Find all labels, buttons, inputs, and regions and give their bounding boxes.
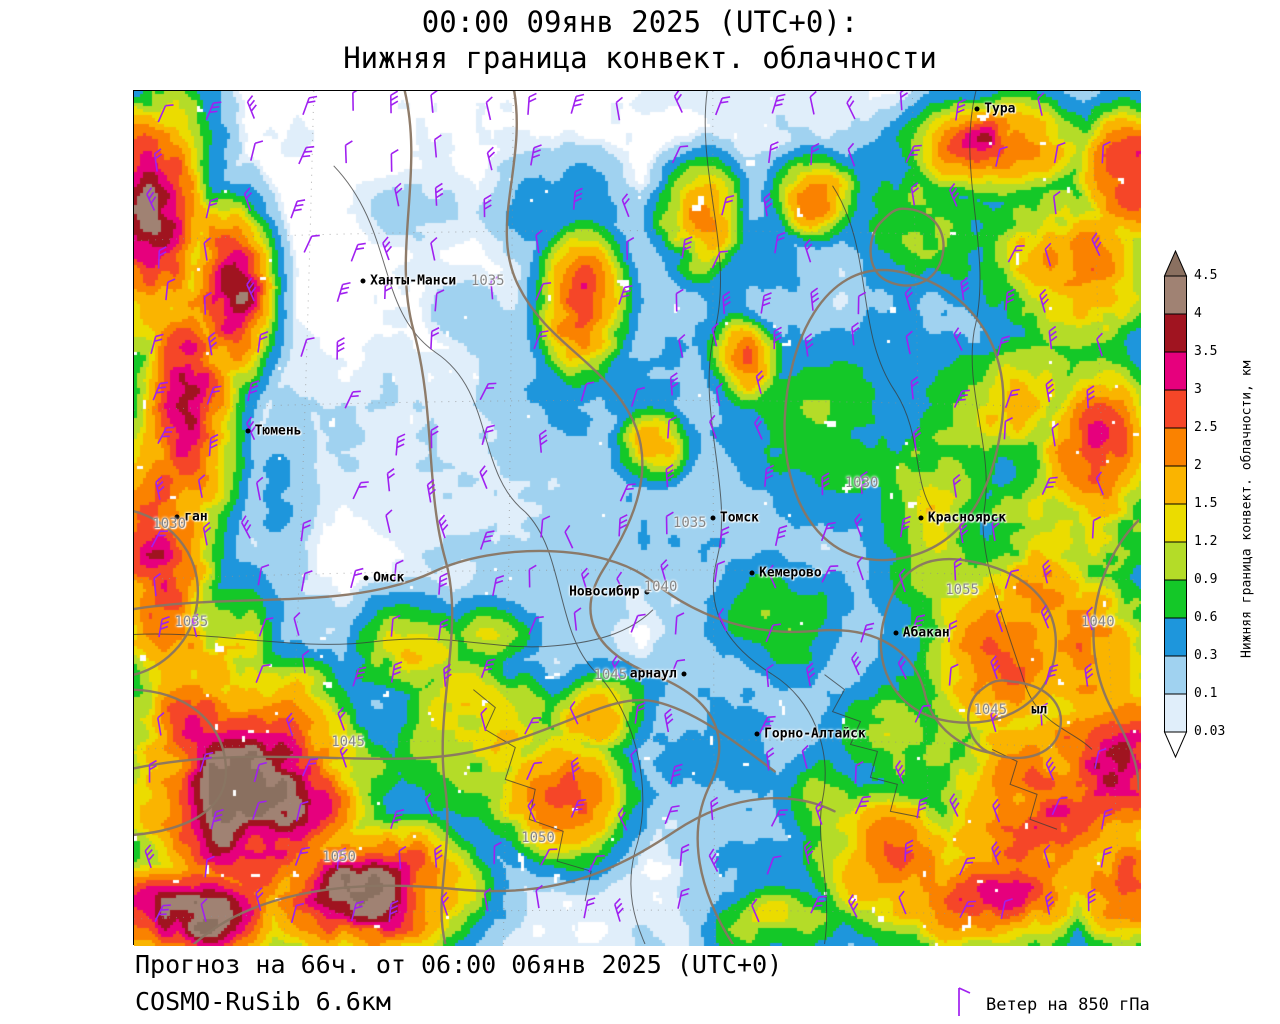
legend-tick-label: 0.03 bbox=[1194, 724, 1226, 739]
wind-legend-label: Ветер на 850 гПа bbox=[986, 995, 1150, 1015]
isobar-contours-layer bbox=[134, 91, 1139, 944]
forecast-map: Тура Ханты-Манси Тюмень ган Омск Новосибир Том… bbox=[133, 90, 1141, 946]
legend-tick-label: 1.2 bbox=[1194, 534, 1218, 549]
legend-tick-label: 0.9 bbox=[1194, 572, 1218, 587]
model-info: COSMO-RuSib 6.6км bbox=[135, 987, 391, 1016]
colorbar-legend: 4.5 4 3.5 3 2.5 2 1.5 1.2 0.9 0.6 0.3 0.1 0.03 bbox=[1160, 250, 1270, 766]
legend-tick-label: 3.5 bbox=[1194, 344, 1218, 359]
legend-tick-label: 2.5 bbox=[1194, 420, 1218, 435]
legend-tick-label: 1.5 bbox=[1194, 496, 1218, 511]
map-parameter-title: Нижняя граница конвект. облачности bbox=[343, 41, 937, 75]
wind-legend: Ветер на 850 гПа bbox=[950, 982, 1150, 1018]
legend-tick-label: 4.5 bbox=[1194, 268, 1218, 283]
forecast-info: Прогноз на 66ч. от 06:00 06янв 2025 (UTC… bbox=[135, 950, 783, 979]
region-borders-layer bbox=[134, 91, 1093, 944]
wind-barbs-layer bbox=[144, 91, 1113, 924]
legend-tick-label: 2 bbox=[1194, 458, 1202, 473]
map-overlay bbox=[134, 91, 1139, 944]
legend-tick-label: 0.3 bbox=[1194, 648, 1218, 663]
legend-tick-label: 0.6 bbox=[1194, 610, 1218, 625]
graticule-layer bbox=[134, 91, 1139, 944]
legend-tick-label: 0.1 bbox=[1194, 686, 1218, 701]
map-datetime-title: 00:00 09янв 2025 (UTC+0): bbox=[421, 5, 859, 39]
wind-barb-icon bbox=[958, 987, 971, 1016]
legend-tick-label: 3 bbox=[1194, 382, 1202, 397]
colorbar bbox=[1163, 250, 1188, 759]
colorbar-title: Нижняя граница конвект. облачности, км bbox=[1239, 360, 1255, 658]
legend-tick-label: 4 bbox=[1194, 306, 1202, 321]
